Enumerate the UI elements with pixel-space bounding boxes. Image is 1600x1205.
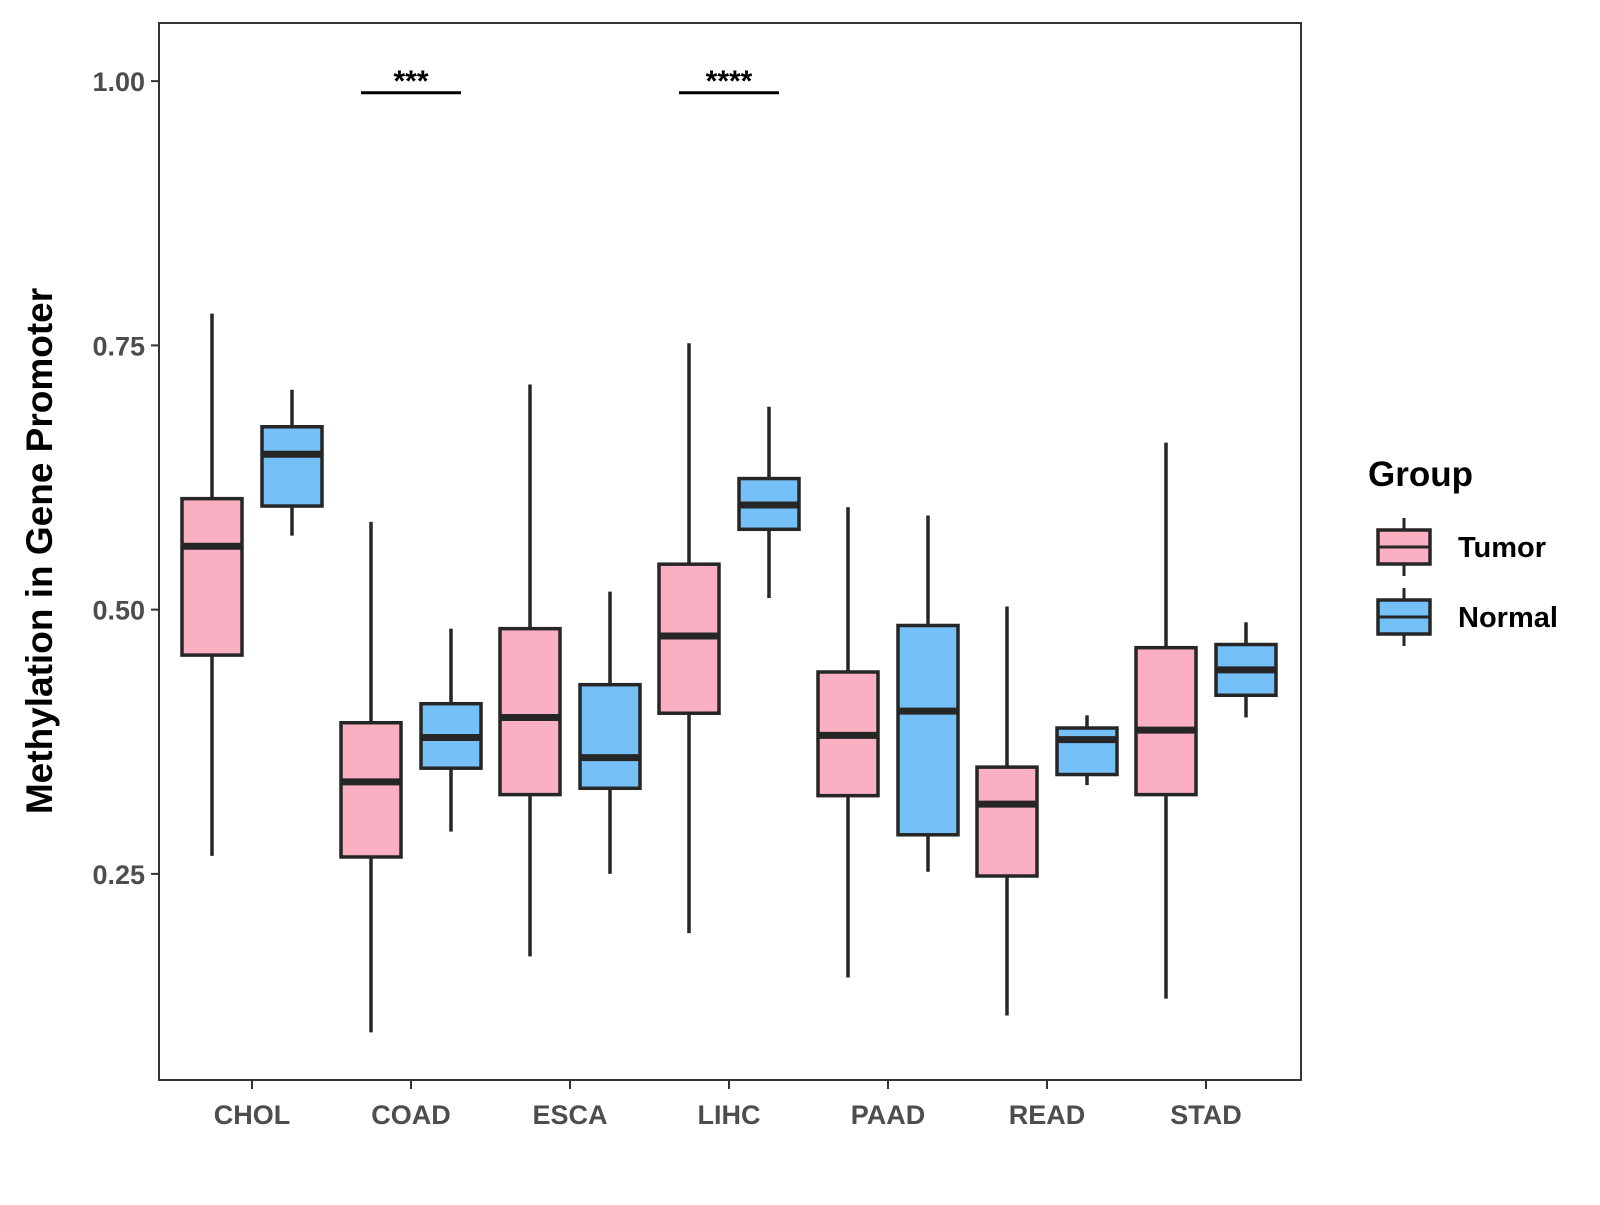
box-normal-read <box>1055 715 1119 786</box>
x-tick-label: READ <box>1009 1100 1086 1130</box>
box-normal-paad <box>896 515 960 872</box>
box-tumor-read <box>975 606 1039 1016</box>
box-normal-lihc <box>737 406 801 599</box>
y-axis-title: Methylation in Gene Promoter <box>19 288 60 814</box>
box-tumor-esca <box>498 384 562 957</box>
y-axis: 0.25 0.50 0.75 1.00 <box>92 67 159 890</box>
y-tick-label: 0.50 <box>92 596 145 626</box>
box-layer <box>180 313 1278 1033</box>
legend-item-tumor: Tumor <box>1376 518 1546 576</box>
box-tumor-chol <box>180 313 244 856</box>
x-tick-label: LIHC <box>698 1100 761 1130</box>
significance-label: **** <box>706 65 753 98</box>
x-tick-label: STAD <box>1170 1100 1242 1130</box>
box-body <box>578 682 642 791</box>
plot-panel <box>158 22 1302 1081</box>
legend-label: Tumor <box>1458 532 1546 564</box>
box-body <box>975 765 1039 878</box>
box-tumor-coad <box>339 521 403 1033</box>
x-tick-label: COAD <box>371 1100 451 1130</box>
legend-item-normal: Normal <box>1376 588 1558 646</box>
box-body <box>339 720 403 859</box>
box-normal-chol <box>260 389 324 536</box>
significance-lihc: **** <box>679 65 779 98</box>
box-body <box>896 623 960 837</box>
box-tumor-lihc <box>657 343 721 934</box>
x-tick-label: ESCA <box>532 1100 607 1130</box>
box-normal-stad <box>1214 622 1278 718</box>
significance-coad: *** <box>361 65 461 98</box>
box-tumor-stad <box>1134 442 1198 999</box>
x-tick-label: PAAD <box>851 1100 926 1130</box>
box-normal-esca <box>578 591 642 874</box>
box-body <box>1134 645 1198 797</box>
legend: Group Tumor Normal <box>1368 455 1558 646</box>
y-tick-label: 0.75 <box>92 331 145 361</box>
box-body <box>260 425 324 508</box>
box-tumor-paad <box>816 507 880 978</box>
box-body <box>1055 726 1119 777</box>
legend-label: Normal <box>1458 602 1558 634</box>
box-body <box>180 496 244 657</box>
legend-title: Group <box>1368 455 1473 494</box>
x-tick-label: CHOL <box>214 1100 291 1130</box>
y-tick-label: 0.25 <box>92 860 145 890</box>
box-body <box>498 626 562 797</box>
y-tick-label: 1.00 <box>92 67 145 97</box>
box-normal-coad <box>419 628 483 832</box>
significance-label: *** <box>393 65 428 98</box>
significance-layer: *** **** <box>361 65 779 98</box>
x-axis: CHOL COAD ESCA LIHC PAAD READ STAD <box>214 1080 1242 1130</box>
